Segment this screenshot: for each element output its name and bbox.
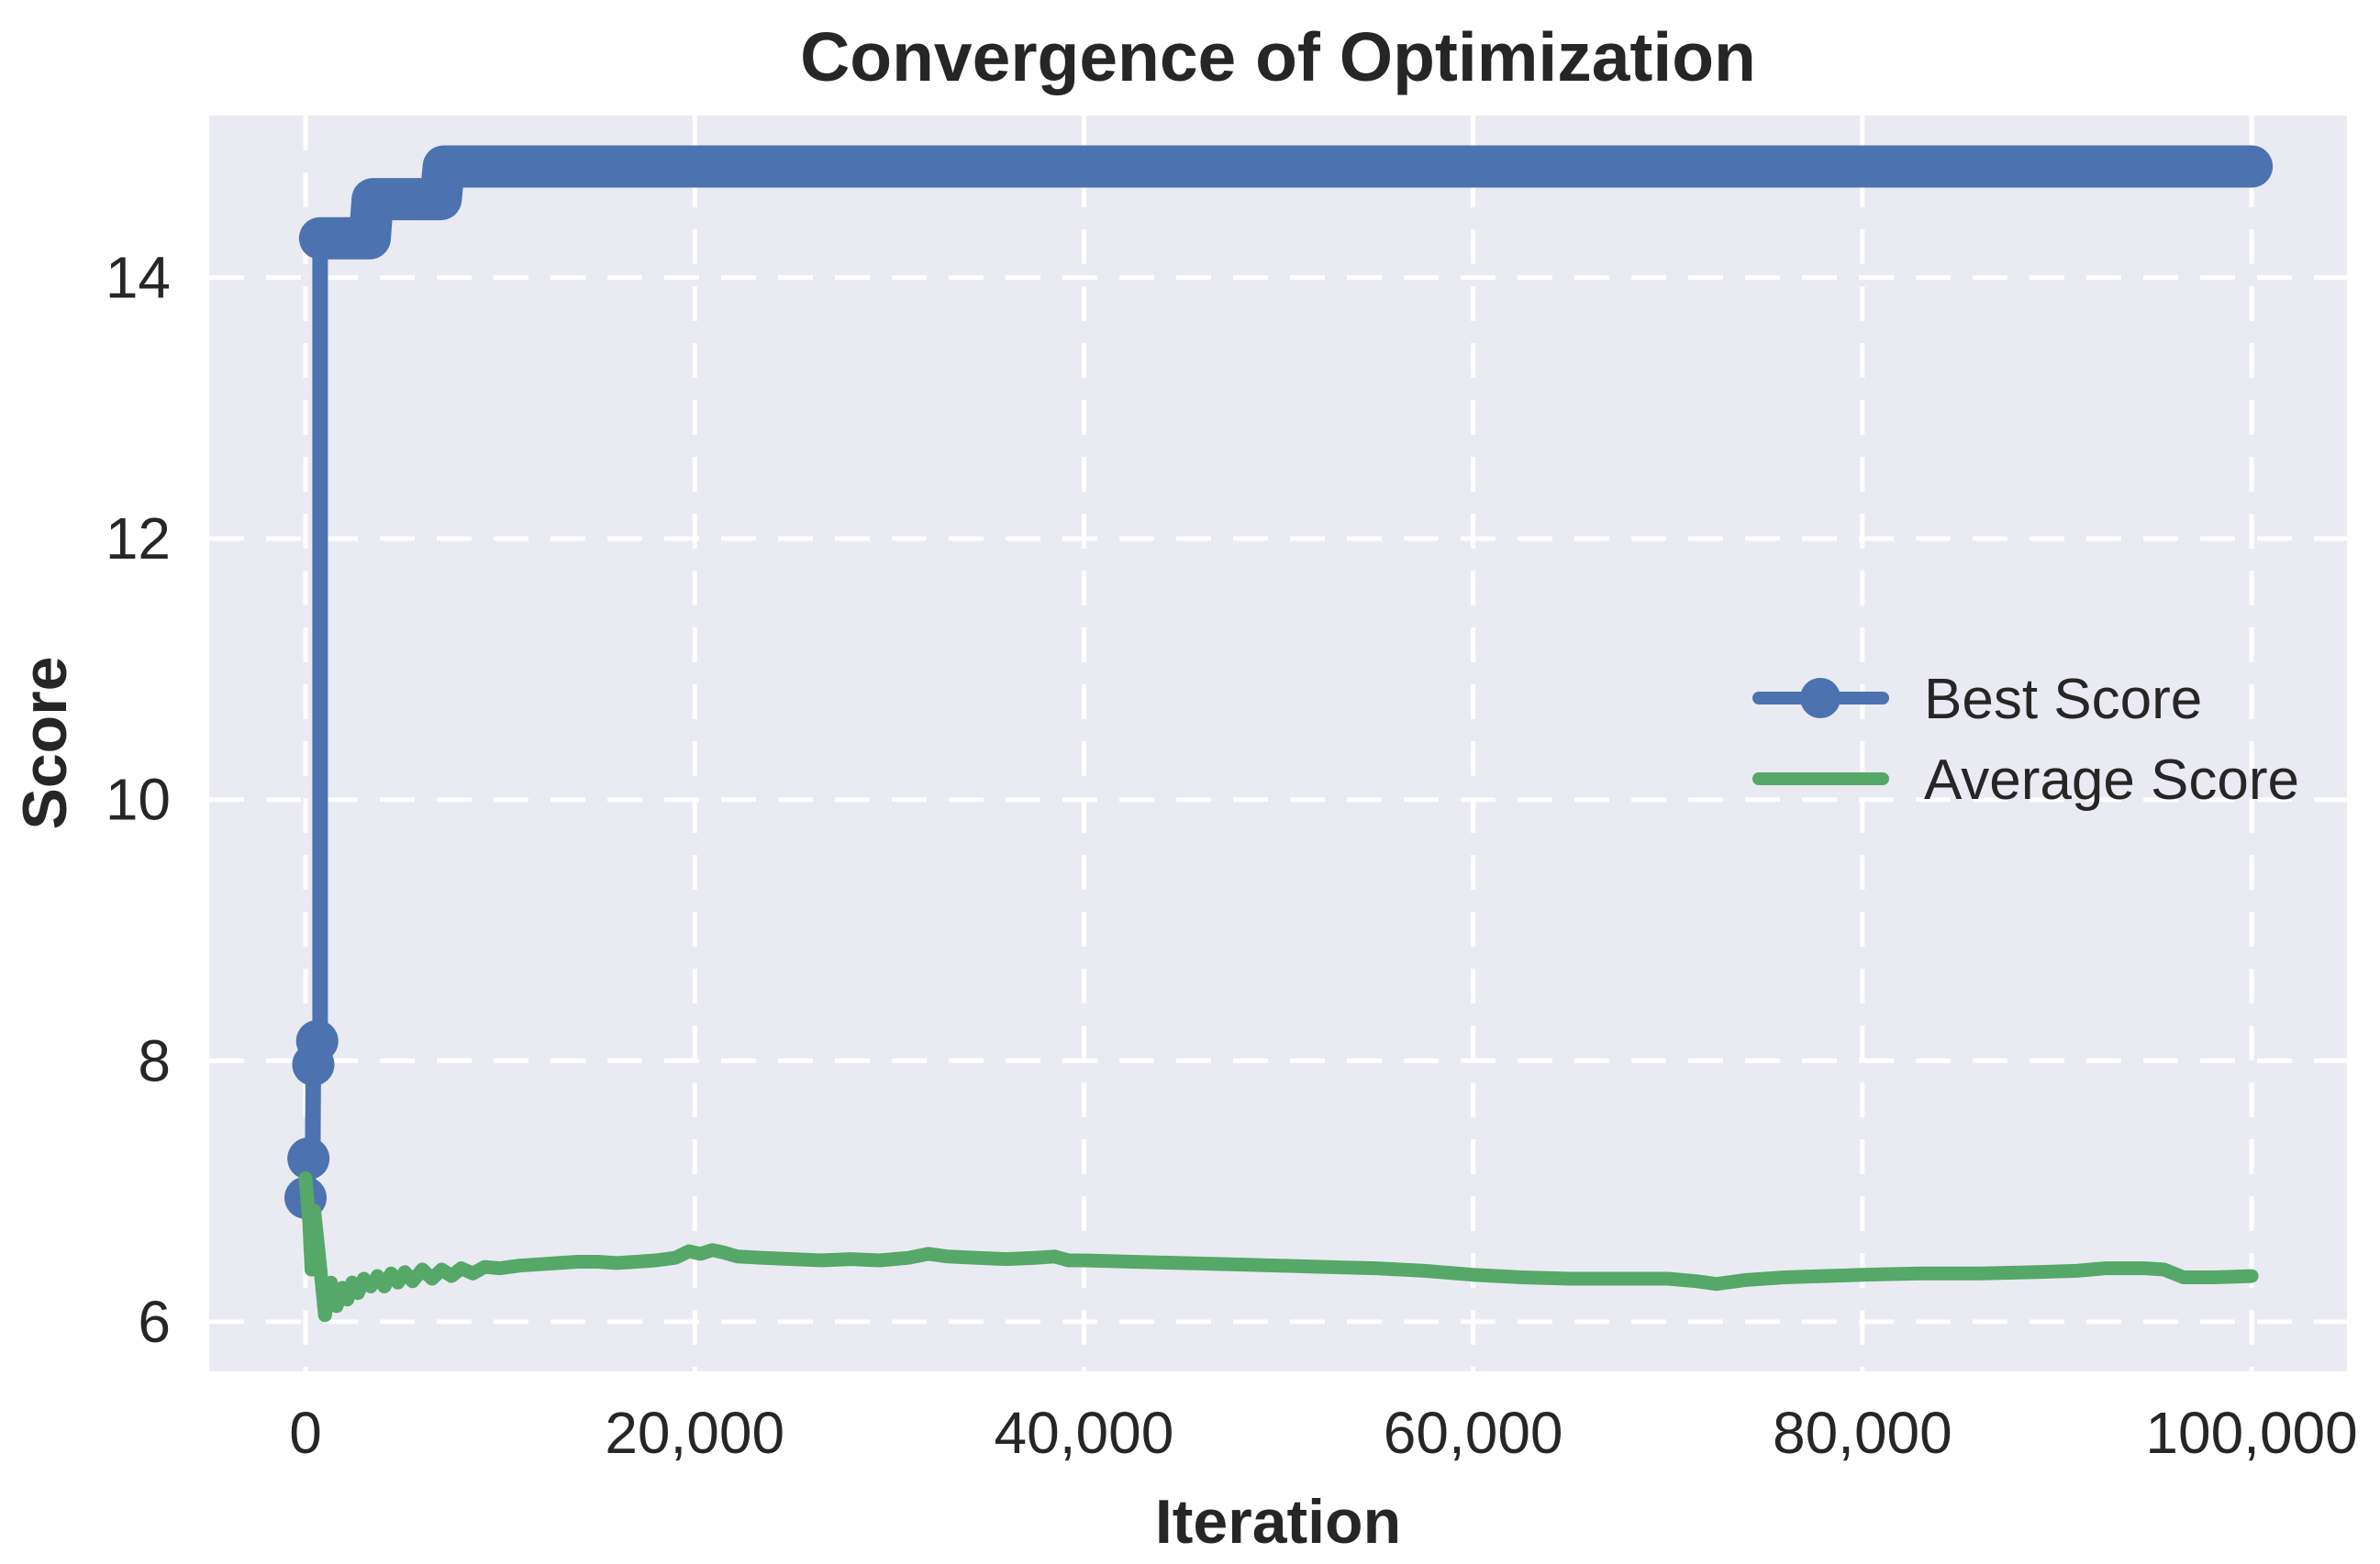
best-score-marker-band bbox=[298, 145, 2274, 260]
best-score-marker bbox=[295, 1019, 339, 1062]
y-tick-label: 8 bbox=[138, 1027, 171, 1093]
x-axis-label: Iteration bbox=[1155, 1487, 1401, 1557]
average-score-line bbox=[298, 1170, 2259, 1323]
legend-item-best-score: Best Score bbox=[1752, 668, 2202, 731]
y-tick-label: 14 bbox=[106, 244, 171, 310]
best-score-marker bbox=[287, 1137, 330, 1181]
gridlines bbox=[209, 116, 2347, 1371]
legend: Best Score Average Score bbox=[1752, 668, 2299, 812]
x-tick-label: 100,000 bbox=[2145, 1400, 2357, 1466]
y-tick-labels: 6 8 10 12 14 bbox=[106, 244, 171, 1354]
legend-best-score-marker-icon bbox=[1800, 678, 1841, 718]
x-tick-label: 40,000 bbox=[995, 1400, 1174, 1466]
legend-average-score-label: Average Score bbox=[1924, 749, 2299, 812]
y-tick-label: 12 bbox=[106, 505, 171, 571]
x-tick-label: 0 bbox=[289, 1400, 322, 1466]
x-tick-label: 80,000 bbox=[1773, 1400, 1952, 1466]
x-tick-label: 60,000 bbox=[1384, 1400, 1563, 1466]
y-tick-label: 10 bbox=[106, 767, 171, 833]
y-tick-label: 6 bbox=[138, 1289, 171, 1355]
x-tick-labels: 0 20,000 40,000 60,000 80,000 100,000 bbox=[289, 1400, 2358, 1466]
legend-best-score-label: Best Score bbox=[1924, 668, 2202, 731]
y-axis-label: Score bbox=[10, 657, 80, 830]
plot-area bbox=[209, 116, 2347, 1371]
chart-title: Convergence of Optimization bbox=[800, 18, 1756, 95]
x-tick-label: 20,000 bbox=[605, 1400, 784, 1466]
legend-item-average-score: Average Score bbox=[1752, 749, 2299, 812]
series-layer bbox=[284, 145, 2274, 1323]
